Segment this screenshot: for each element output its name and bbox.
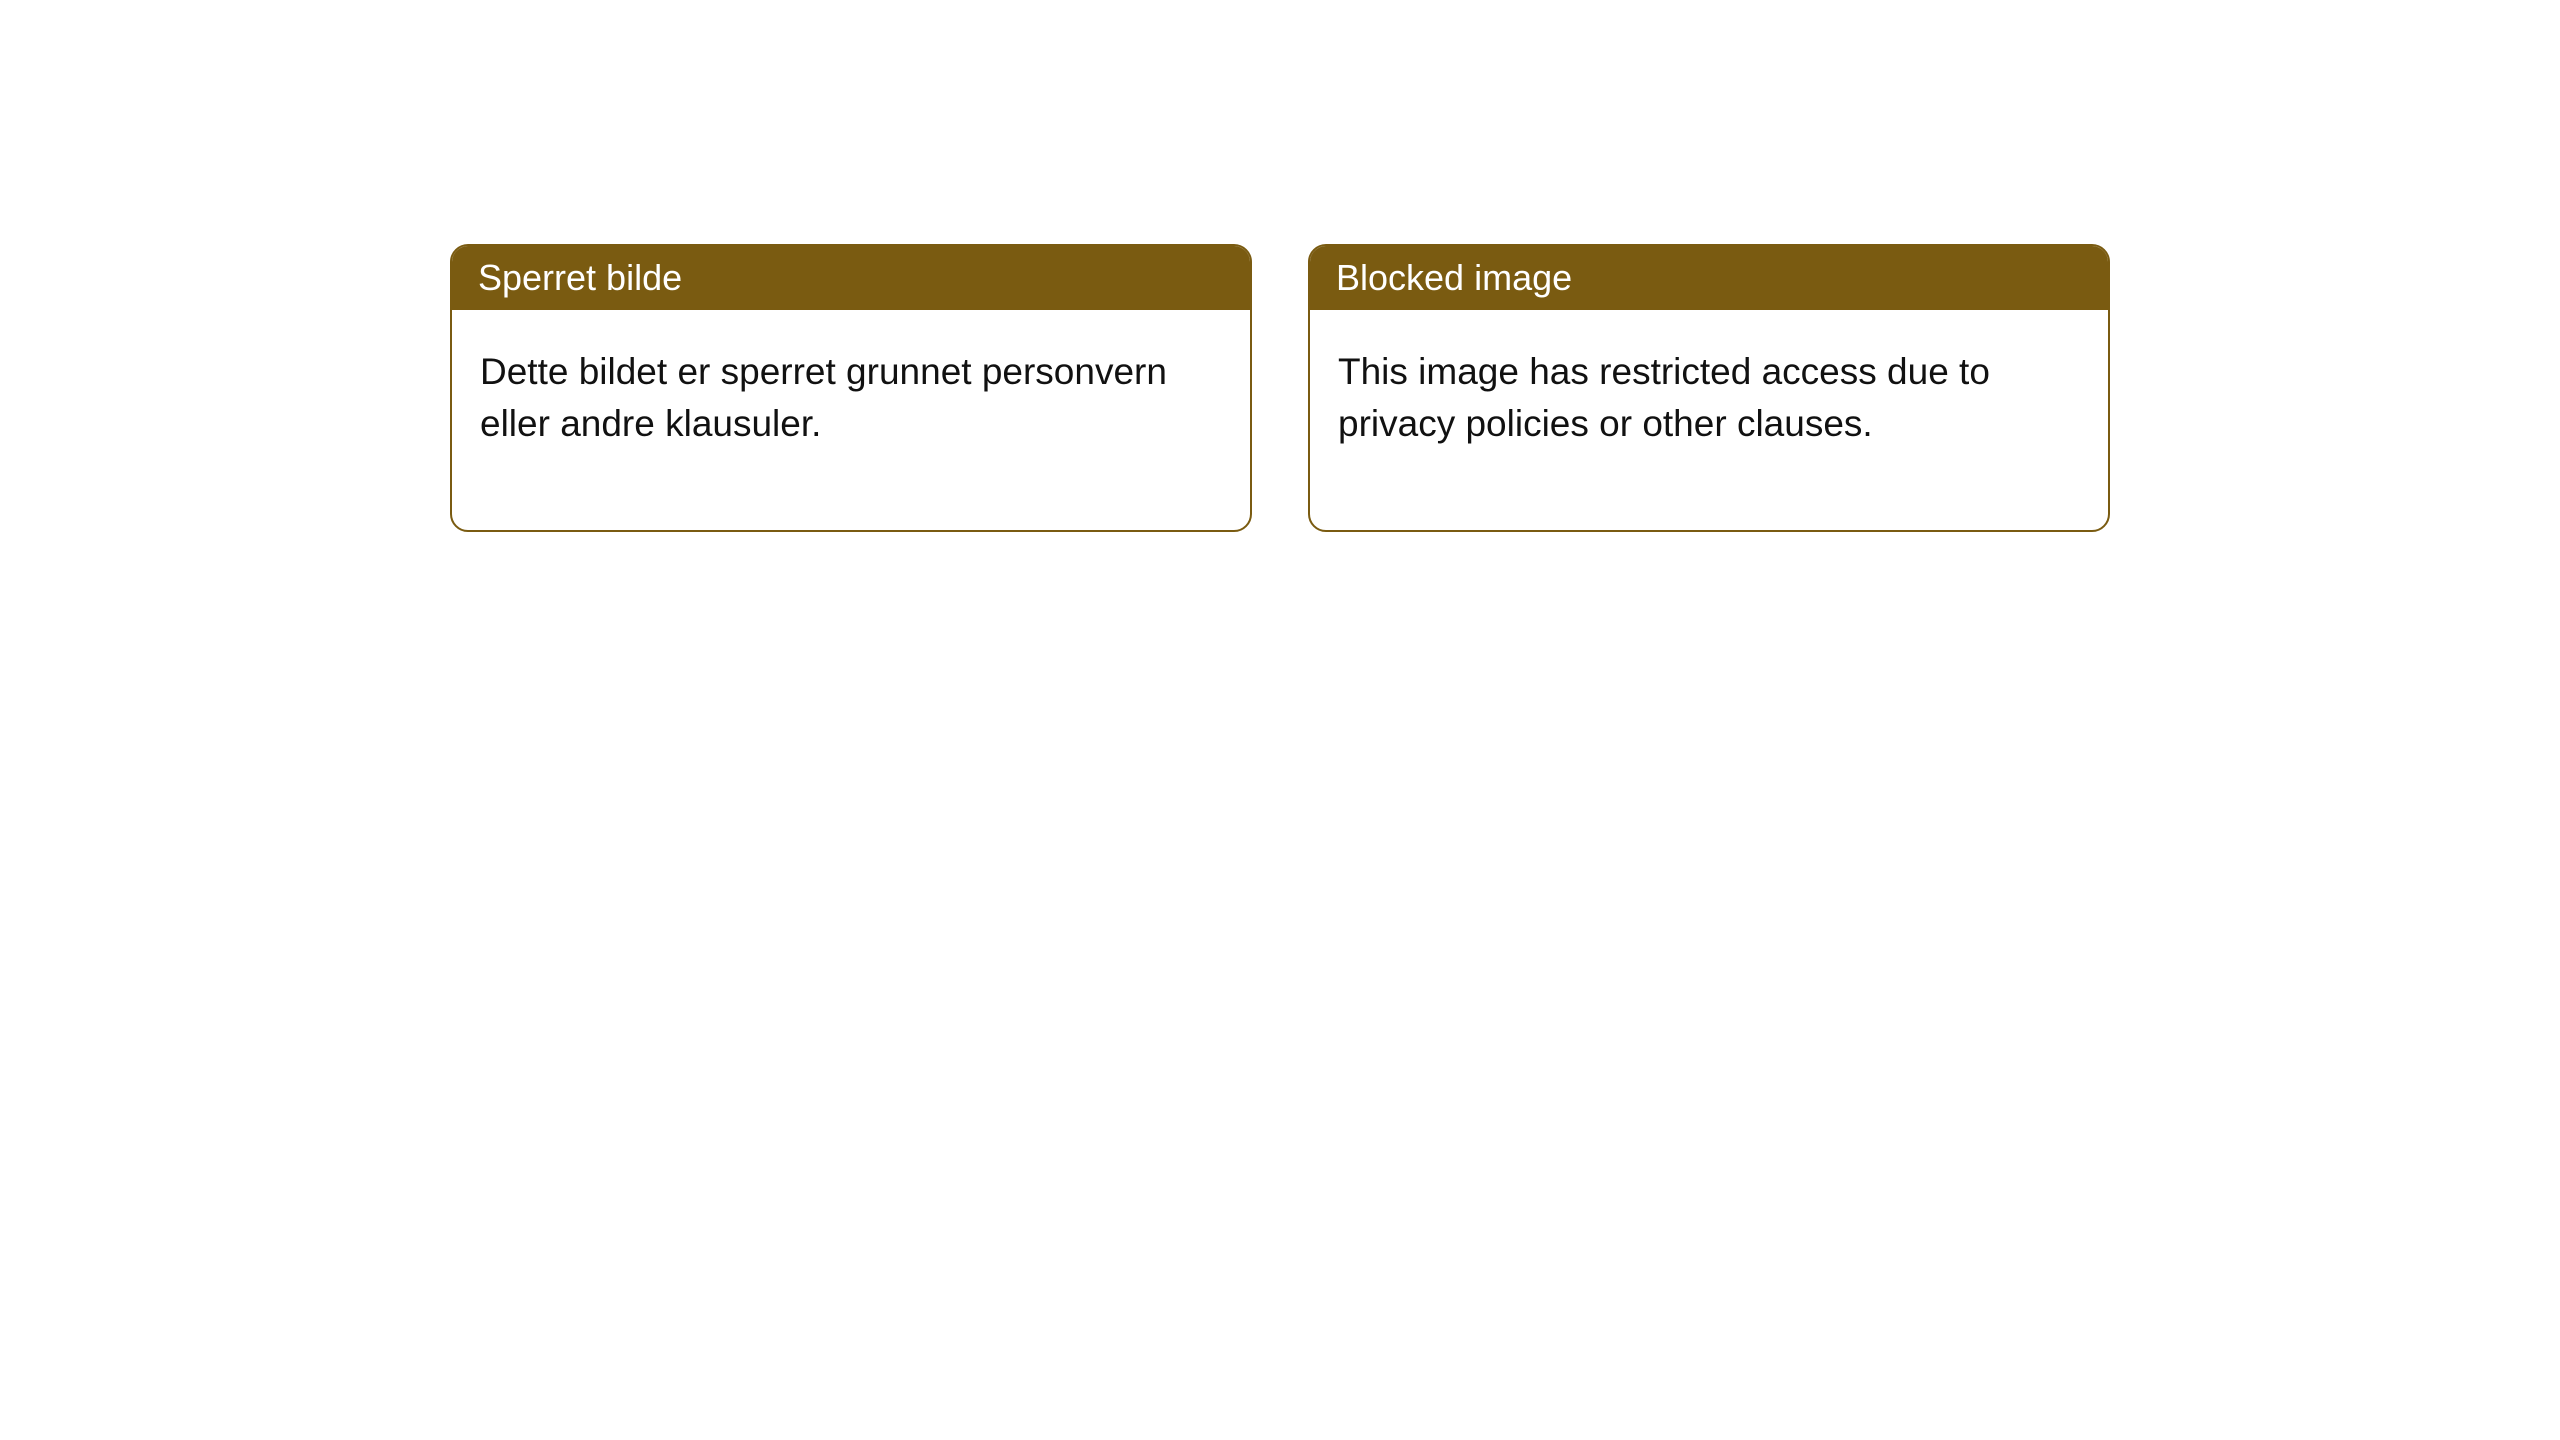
cards-container: Sperret bilde Dette bildet er sperret gr… bbox=[0, 0, 2560, 532]
card-body-text: This image has restricted access due to … bbox=[1338, 351, 1990, 444]
card-body: This image has restricted access due to … bbox=[1310, 310, 2108, 530]
blocked-image-card-en: Blocked image This image has restricted … bbox=[1308, 244, 2110, 532]
card-header: Blocked image bbox=[1310, 246, 2108, 310]
card-header-text: Sperret bilde bbox=[478, 257, 682, 298]
blocked-image-card-no: Sperret bilde Dette bildet er sperret gr… bbox=[450, 244, 1252, 532]
card-body-text: Dette bildet er sperret grunnet personve… bbox=[480, 351, 1167, 444]
card-header: Sperret bilde bbox=[452, 246, 1250, 310]
card-header-text: Blocked image bbox=[1336, 257, 1572, 298]
card-body: Dette bildet er sperret grunnet personve… bbox=[452, 310, 1250, 530]
